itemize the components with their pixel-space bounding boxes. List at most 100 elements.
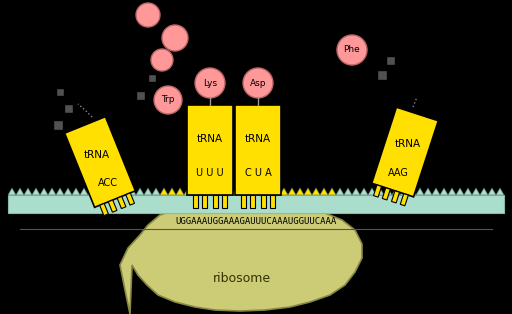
Polygon shape (112, 188, 120, 195)
Polygon shape (64, 188, 72, 195)
Text: AAG: AAG (388, 168, 409, 178)
Polygon shape (408, 188, 416, 195)
Polygon shape (248, 188, 256, 195)
Polygon shape (440, 188, 448, 195)
Polygon shape (304, 188, 312, 195)
Text: Phe: Phe (344, 46, 360, 55)
FancyBboxPatch shape (117, 196, 126, 208)
Polygon shape (472, 188, 480, 195)
FancyBboxPatch shape (193, 195, 198, 208)
FancyBboxPatch shape (241, 195, 246, 208)
FancyBboxPatch shape (373, 185, 381, 197)
FancyBboxPatch shape (382, 188, 390, 200)
Circle shape (243, 68, 273, 98)
Polygon shape (120, 188, 128, 195)
Polygon shape (80, 188, 88, 195)
Polygon shape (160, 188, 168, 195)
Text: UGGAAAUGGAAAGAUUUCAAAUGGUUCAAA: UGGAAAUGGAAAGAUUUCAAAUGGUUCAAA (176, 217, 336, 226)
FancyBboxPatch shape (400, 194, 409, 206)
Text: Asp: Asp (250, 78, 266, 88)
FancyBboxPatch shape (202, 195, 207, 208)
Polygon shape (72, 188, 80, 195)
FancyBboxPatch shape (8, 195, 504, 213)
FancyBboxPatch shape (100, 203, 109, 216)
FancyBboxPatch shape (261, 195, 266, 208)
Polygon shape (296, 188, 304, 195)
Polygon shape (48, 188, 56, 195)
Circle shape (151, 49, 173, 71)
Polygon shape (136, 188, 144, 195)
Polygon shape (456, 188, 464, 195)
Circle shape (154, 86, 182, 114)
Polygon shape (328, 188, 336, 195)
Text: Trp: Trp (161, 95, 175, 105)
Polygon shape (200, 188, 208, 195)
Polygon shape (96, 188, 104, 195)
Circle shape (136, 3, 160, 27)
Text: tRNA: tRNA (245, 134, 271, 144)
Polygon shape (392, 188, 400, 195)
FancyBboxPatch shape (250, 195, 255, 208)
FancyBboxPatch shape (57, 89, 63, 95)
Polygon shape (192, 188, 200, 195)
Polygon shape (24, 188, 32, 195)
FancyBboxPatch shape (126, 193, 135, 205)
Text: tRNA: tRNA (84, 149, 110, 160)
Polygon shape (56, 188, 64, 195)
Polygon shape (128, 188, 136, 195)
Circle shape (337, 35, 367, 65)
Polygon shape (88, 188, 96, 195)
Text: tRNA: tRNA (394, 139, 420, 149)
Text: tRNA: tRNA (197, 134, 223, 144)
Polygon shape (448, 188, 456, 195)
FancyBboxPatch shape (137, 91, 143, 99)
FancyBboxPatch shape (54, 121, 62, 129)
Polygon shape (432, 188, 440, 195)
Polygon shape (480, 188, 488, 195)
Polygon shape (424, 188, 432, 195)
Polygon shape (216, 188, 224, 195)
Polygon shape (152, 188, 160, 195)
Polygon shape (32, 188, 40, 195)
FancyBboxPatch shape (378, 71, 386, 79)
Text: C U A: C U A (245, 167, 271, 177)
Polygon shape (208, 188, 216, 195)
Polygon shape (176, 188, 184, 195)
FancyBboxPatch shape (270, 195, 275, 208)
Polygon shape (144, 188, 152, 195)
Polygon shape (376, 188, 384, 195)
Polygon shape (256, 188, 264, 195)
Text: ribosome: ribosome (213, 272, 271, 284)
FancyBboxPatch shape (235, 105, 281, 195)
Polygon shape (240, 188, 248, 195)
Polygon shape (232, 188, 240, 195)
Text: Lys: Lys (203, 78, 217, 88)
FancyBboxPatch shape (65, 117, 135, 207)
Polygon shape (416, 188, 424, 195)
Text: ACC: ACC (98, 178, 118, 188)
Polygon shape (336, 188, 344, 195)
Polygon shape (464, 188, 472, 195)
Text: U U U: U U U (196, 167, 224, 177)
Polygon shape (312, 188, 320, 195)
Circle shape (162, 25, 188, 51)
Polygon shape (40, 188, 48, 195)
Polygon shape (16, 188, 24, 195)
Polygon shape (168, 188, 176, 195)
Polygon shape (320, 188, 328, 195)
Polygon shape (120, 206, 362, 314)
Polygon shape (184, 188, 192, 195)
FancyBboxPatch shape (212, 195, 218, 208)
FancyBboxPatch shape (149, 75, 155, 81)
Polygon shape (488, 188, 496, 195)
Polygon shape (288, 188, 296, 195)
Polygon shape (400, 188, 408, 195)
Polygon shape (264, 188, 272, 195)
FancyBboxPatch shape (65, 105, 72, 111)
FancyBboxPatch shape (387, 57, 394, 63)
FancyBboxPatch shape (108, 200, 117, 212)
Polygon shape (280, 188, 288, 195)
Polygon shape (344, 188, 352, 195)
Polygon shape (368, 188, 376, 195)
Polygon shape (496, 188, 504, 195)
